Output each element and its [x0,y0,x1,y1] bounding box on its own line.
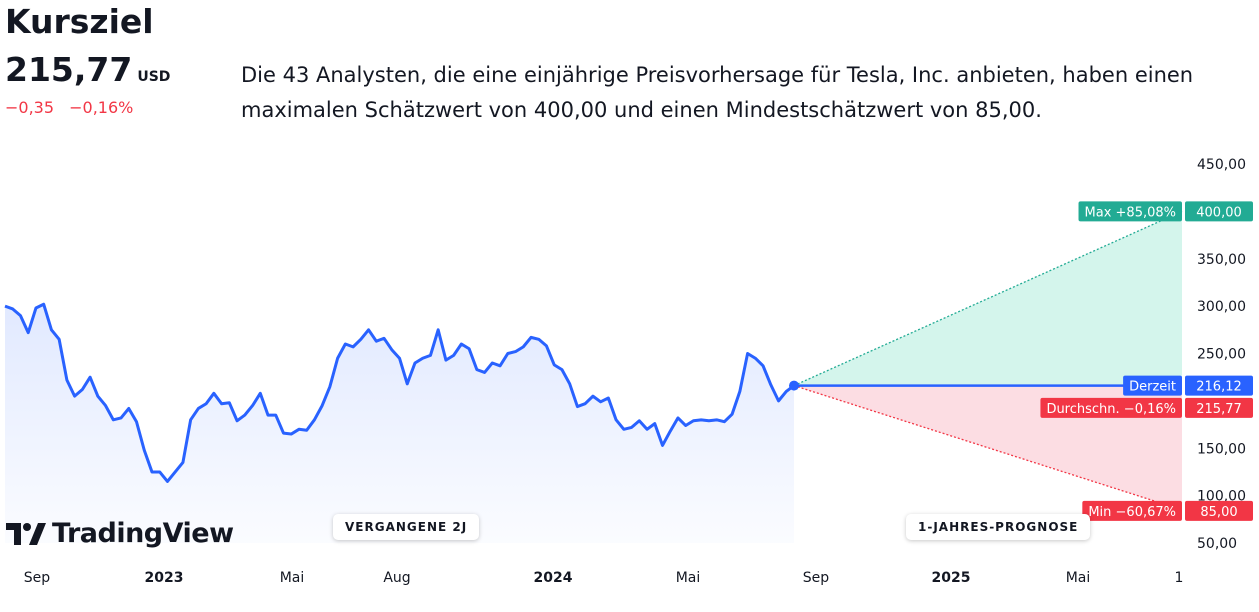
currency-label: USD [137,69,171,85]
average-tag-label-box [1040,397,1182,418]
forecast-period-badge: 1-JAHRES-PROGNOSE [906,514,1091,540]
page-title: Kursziel [5,2,154,41]
average-tag-label: Durchschn. −0,16% [1046,402,1176,417]
average-tag-value: 215,77 [1196,402,1242,417]
change-absolute: −0,35 [5,98,55,117]
current-tag-value-box [1185,375,1253,396]
y-axis-tick-label: 250,00 [1197,347,1246,363]
analyst-description: Die 43 Analysten, die eine einjährige Pr… [241,63,1194,122]
price-change: −0,35 −0,16% [5,98,143,117]
min-tag-label-box [1082,500,1182,521]
current-tag-value: 216,12 [1196,380,1242,395]
x-axis-tick-label: Sep [803,570,830,586]
y-axis-tick-label: 50,00 [1197,536,1237,552]
history-area [5,304,794,543]
logo-text: TradingView [52,518,234,549]
tradingview-logo[interactable]: TradingView [6,518,234,549]
y-axis-tick-label: 450,00 [1197,157,1246,173]
history-price-line [4,302,795,483]
y-axis-tick-label: 100,00 [1197,489,1246,505]
min-tag-label: Min −60,67% [1088,505,1176,520]
max-tag-value: 400,00 [1196,205,1242,220]
current-price: 215,77 [5,50,133,89]
y-axis-tick-label: 150,00 [1197,441,1246,457]
current-price-dot [789,380,799,391]
tradingview-logo-icon [6,522,46,545]
min-tag-value: 85,00 [1200,505,1237,520]
max-tag-value-box [1185,201,1253,222]
x-axis-tick-label: Mai [1066,570,1091,586]
x-axis-tick-label: Mai [280,570,305,586]
forecast-max-line [793,210,1183,387]
y-axis-tick-label: 350,00 [1197,252,1246,268]
x-axis-tick-label: 2023 [145,570,184,586]
y-axis-tick-label: 300,00 [1197,299,1246,315]
max-tag-label-box [1078,201,1182,222]
x-axis-tick-label: Sep [24,570,51,586]
x-axis-tick-label: 1 [1175,570,1184,586]
max-tag-label: Max +85,08% [1085,205,1176,220]
average-tag-value-box [1185,397,1253,418]
current-tag-label-box [1123,375,1182,396]
x-axis-tick-label: Aug [383,570,410,586]
current-tag-label: Derzeit [1129,380,1176,395]
change-percent: −0,16% [69,98,134,117]
x-axis-tick-label: 2025 [932,570,971,586]
past-period-badge: VERGANGENE 2J [333,514,480,540]
min-tag-value-box [1185,500,1253,521]
price-display: 215,77 USD [5,50,170,89]
x-axis-tick-label: Mai [676,570,701,586]
x-axis-tick-label: 2024 [534,570,573,586]
